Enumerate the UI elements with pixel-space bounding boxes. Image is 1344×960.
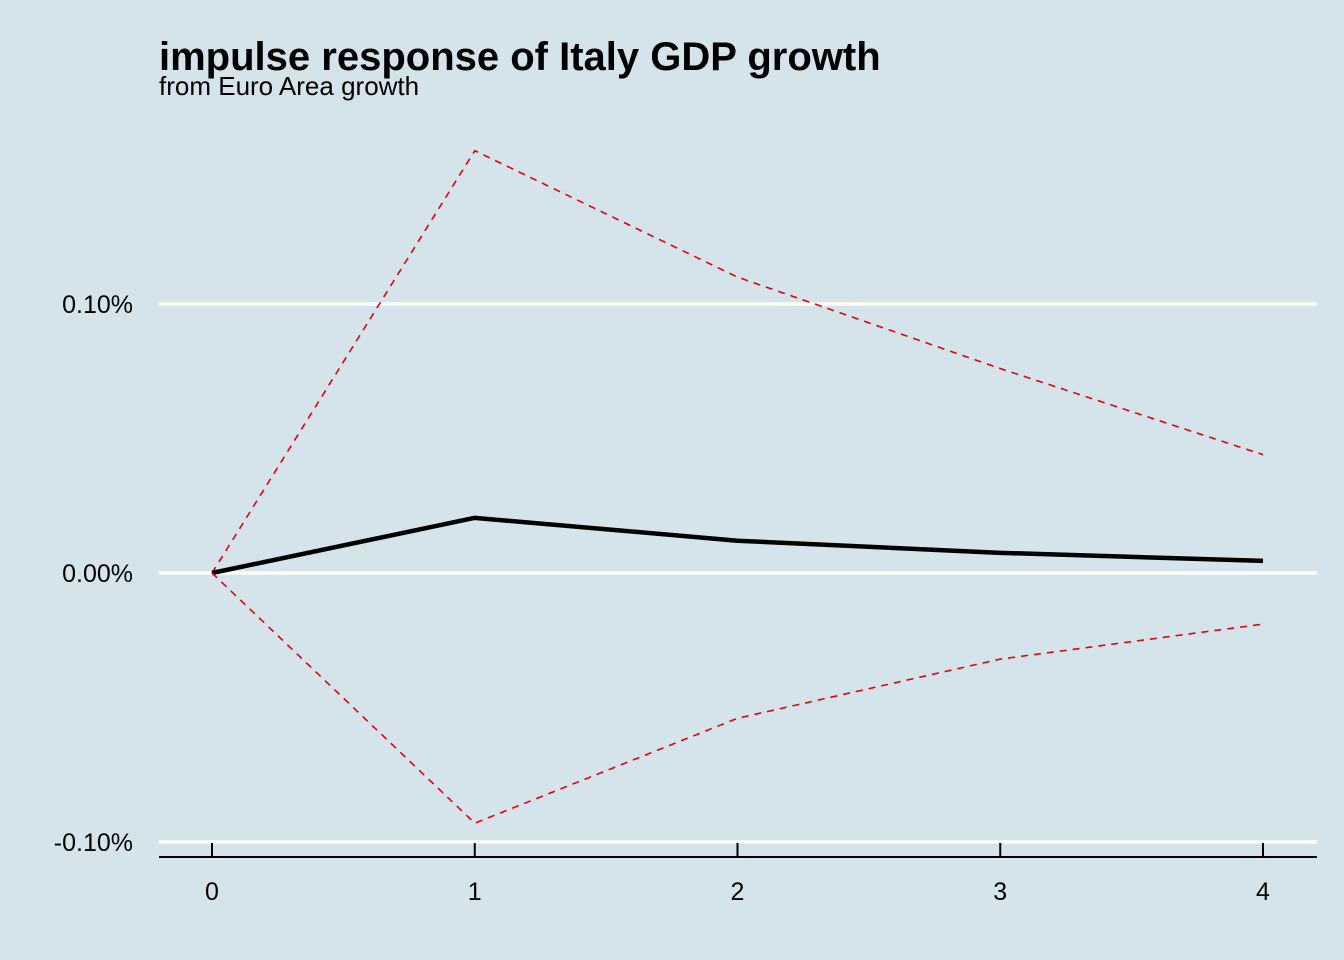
gridlines — [159, 302, 1317, 844]
series-line-lower — [211, 572, 1264, 825]
x-tick-label: 2 — [731, 878, 745, 906]
x-axis-labels: 0 1 2 3 4 — [205, 878, 1270, 906]
x-axis — [159, 843, 1317, 858]
chart-subtitle: from Euro Area growth — [159, 71, 419, 101]
x-tick-label: 0 — [205, 878, 219, 906]
y-tick-label: -0.10% — [54, 829, 133, 857]
series-group — [211, 149, 1264, 825]
y-tick-label: 0.00% — [62, 560, 133, 588]
y-tick-label: 0.10% — [62, 291, 133, 319]
y-axis-labels: 0.10% 0.00% -0.10% — [54, 291, 133, 857]
chart-title: impulse response of Italy GDP growth — [159, 35, 881, 79]
x-tick-label: 1 — [468, 878, 482, 906]
series-line-irf — [211, 515, 1264, 576]
x-tick-label: 3 — [993, 878, 1007, 906]
x-tick-label: 4 — [1256, 878, 1270, 906]
series-line-upper — [211, 149, 1264, 574]
